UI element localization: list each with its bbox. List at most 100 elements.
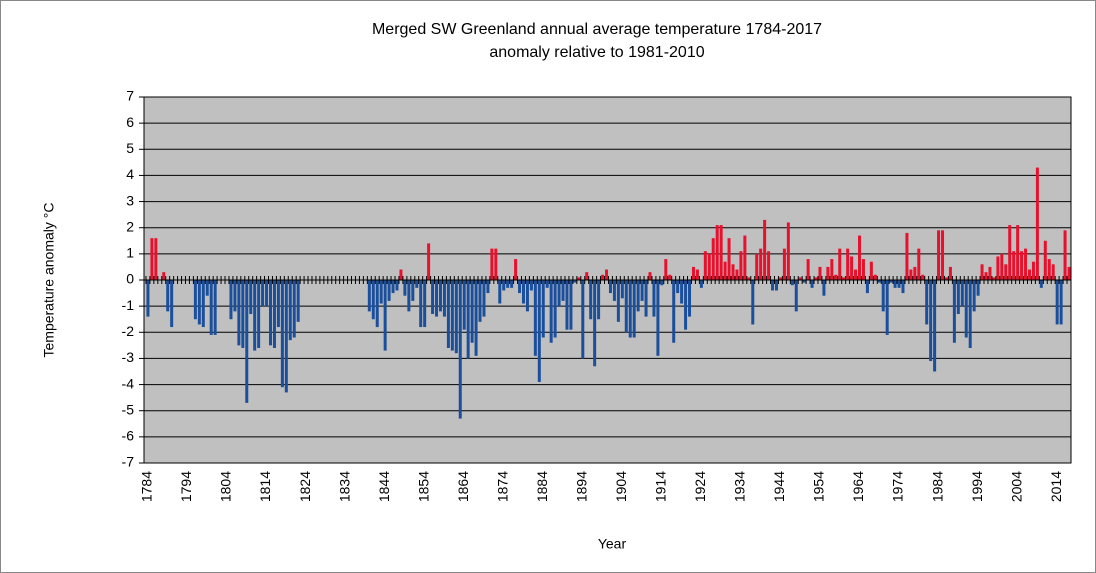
bar xyxy=(786,222,790,280)
bar xyxy=(276,280,280,328)
bar xyxy=(858,235,862,280)
x-tick-label: 1874 xyxy=(494,471,510,502)
bar xyxy=(1059,280,1063,325)
bar xyxy=(628,280,632,338)
bar xyxy=(620,280,624,299)
bar xyxy=(794,280,798,312)
bar xyxy=(893,280,897,288)
bar xyxy=(1051,264,1055,280)
bar xyxy=(865,280,869,294)
bar xyxy=(288,280,292,341)
bar xyxy=(980,264,984,280)
x-tick-label: 1804 xyxy=(218,471,234,502)
x-tick-label: 1904 xyxy=(613,471,629,502)
bar xyxy=(640,280,644,301)
bar xyxy=(929,280,933,362)
bar xyxy=(778,277,782,280)
bar xyxy=(1055,280,1059,325)
y-tick-label: -5 xyxy=(122,401,135,417)
bar xyxy=(782,248,786,280)
bar xyxy=(478,280,482,322)
bar xyxy=(537,280,541,382)
y-tick-label: 2 xyxy=(126,218,134,234)
bar xyxy=(296,280,300,322)
bar xyxy=(162,272,166,280)
bar xyxy=(695,269,699,280)
bar xyxy=(490,248,494,280)
bar xyxy=(470,280,474,343)
bar xyxy=(743,235,747,280)
bar xyxy=(648,272,652,280)
bar xyxy=(905,232,909,280)
y-tick-label: 5 xyxy=(126,140,134,156)
bar xyxy=(605,269,609,280)
bar xyxy=(545,280,549,288)
bar xyxy=(466,280,470,359)
bar xyxy=(735,269,739,280)
x-tick-label: 1824 xyxy=(297,471,313,502)
bar xyxy=(826,266,830,280)
bar xyxy=(395,280,399,291)
bar xyxy=(680,280,684,304)
bar xyxy=(707,253,711,280)
bar xyxy=(612,280,616,301)
bar xyxy=(557,280,561,307)
bar xyxy=(933,280,937,372)
bar xyxy=(442,280,446,317)
bar xyxy=(403,280,407,296)
bar xyxy=(1047,259,1051,280)
bar xyxy=(549,280,553,343)
bar xyxy=(292,280,296,338)
bar xyxy=(170,280,174,328)
bar xyxy=(261,280,265,307)
chart-subtitle: anomaly relative to 1981-2010 xyxy=(489,44,704,61)
bar xyxy=(1027,269,1031,280)
bar xyxy=(446,280,450,348)
bar xyxy=(498,280,502,304)
bar xyxy=(656,280,660,356)
x-tick-label: 1924 xyxy=(692,471,708,502)
bar xyxy=(1035,167,1039,280)
y-tick-label: 6 xyxy=(126,114,134,130)
bar xyxy=(972,280,976,312)
bar xyxy=(996,256,1000,280)
bar xyxy=(265,280,269,307)
bar xyxy=(684,280,688,330)
bar xyxy=(438,280,442,312)
bar xyxy=(213,280,217,335)
bar xyxy=(514,259,518,280)
bar xyxy=(921,274,925,280)
bar xyxy=(751,280,755,325)
bar xyxy=(668,274,672,280)
bar xyxy=(861,259,865,280)
x-tick-label: 1954 xyxy=(811,471,827,502)
x-tick-label: 2014 xyxy=(1048,471,1064,502)
bar xyxy=(407,280,411,312)
y-tick-label: -4 xyxy=(122,375,135,391)
bar xyxy=(624,280,628,333)
bar xyxy=(771,280,775,291)
y-tick-label: 4 xyxy=(126,166,134,182)
bar xyxy=(727,238,731,280)
bar xyxy=(577,277,581,280)
bar xyxy=(474,280,478,356)
bar xyxy=(846,248,850,280)
bar xyxy=(731,264,735,280)
bar xyxy=(581,280,585,359)
bar xyxy=(150,238,154,280)
bar xyxy=(502,280,506,291)
bar xyxy=(533,280,537,356)
bar xyxy=(664,259,668,280)
bar xyxy=(482,280,486,317)
bar xyxy=(249,280,253,314)
x-tick-label: 1834 xyxy=(336,471,352,502)
bar xyxy=(601,274,605,280)
bar xyxy=(553,280,557,338)
bar xyxy=(1004,264,1008,280)
bar xyxy=(427,243,431,280)
bar xyxy=(838,248,842,280)
bar xyxy=(573,280,577,283)
bar xyxy=(597,280,601,320)
x-tick-label: 2004 xyxy=(1008,471,1024,502)
bar xyxy=(810,280,814,288)
